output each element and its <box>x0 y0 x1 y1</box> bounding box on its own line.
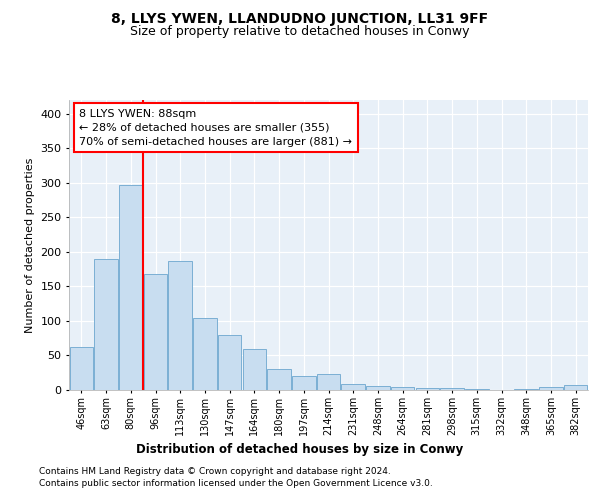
Bar <box>193 318 217 390</box>
Bar <box>169 261 192 390</box>
Bar <box>268 370 291 390</box>
Text: Size of property relative to detached houses in Conwy: Size of property relative to detached ho… <box>130 25 470 38</box>
Bar <box>341 384 365 390</box>
Text: 8 LLYS YWEN: 88sqm
← 28% of detached houses are smaller (355)
70% of semi-detach: 8 LLYS YWEN: 88sqm ← 28% of detached hou… <box>79 108 352 146</box>
Bar <box>242 350 266 390</box>
Text: Contains HM Land Registry data © Crown copyright and database right 2024.: Contains HM Land Registry data © Crown c… <box>39 468 391 476</box>
Bar <box>366 386 389 390</box>
Bar <box>564 385 587 390</box>
Bar <box>539 386 563 390</box>
Bar <box>218 336 241 390</box>
Bar <box>144 274 167 390</box>
Y-axis label: Number of detached properties: Number of detached properties <box>25 158 35 332</box>
Bar <box>94 259 118 390</box>
Bar <box>514 388 538 390</box>
Text: 8, LLYS YWEN, LLANDUDNO JUNCTION, LL31 9FF: 8, LLYS YWEN, LLANDUDNO JUNCTION, LL31 9… <box>112 12 488 26</box>
Bar <box>119 185 143 390</box>
Text: Distribution of detached houses by size in Conwy: Distribution of detached houses by size … <box>136 442 464 456</box>
Bar <box>416 388 439 390</box>
Bar <box>317 374 340 390</box>
Bar <box>292 376 316 390</box>
Bar <box>391 387 415 390</box>
Text: Contains public sector information licensed under the Open Government Licence v3: Contains public sector information licen… <box>39 479 433 488</box>
Bar <box>465 388 488 390</box>
Bar <box>440 388 464 390</box>
Bar <box>70 346 93 390</box>
